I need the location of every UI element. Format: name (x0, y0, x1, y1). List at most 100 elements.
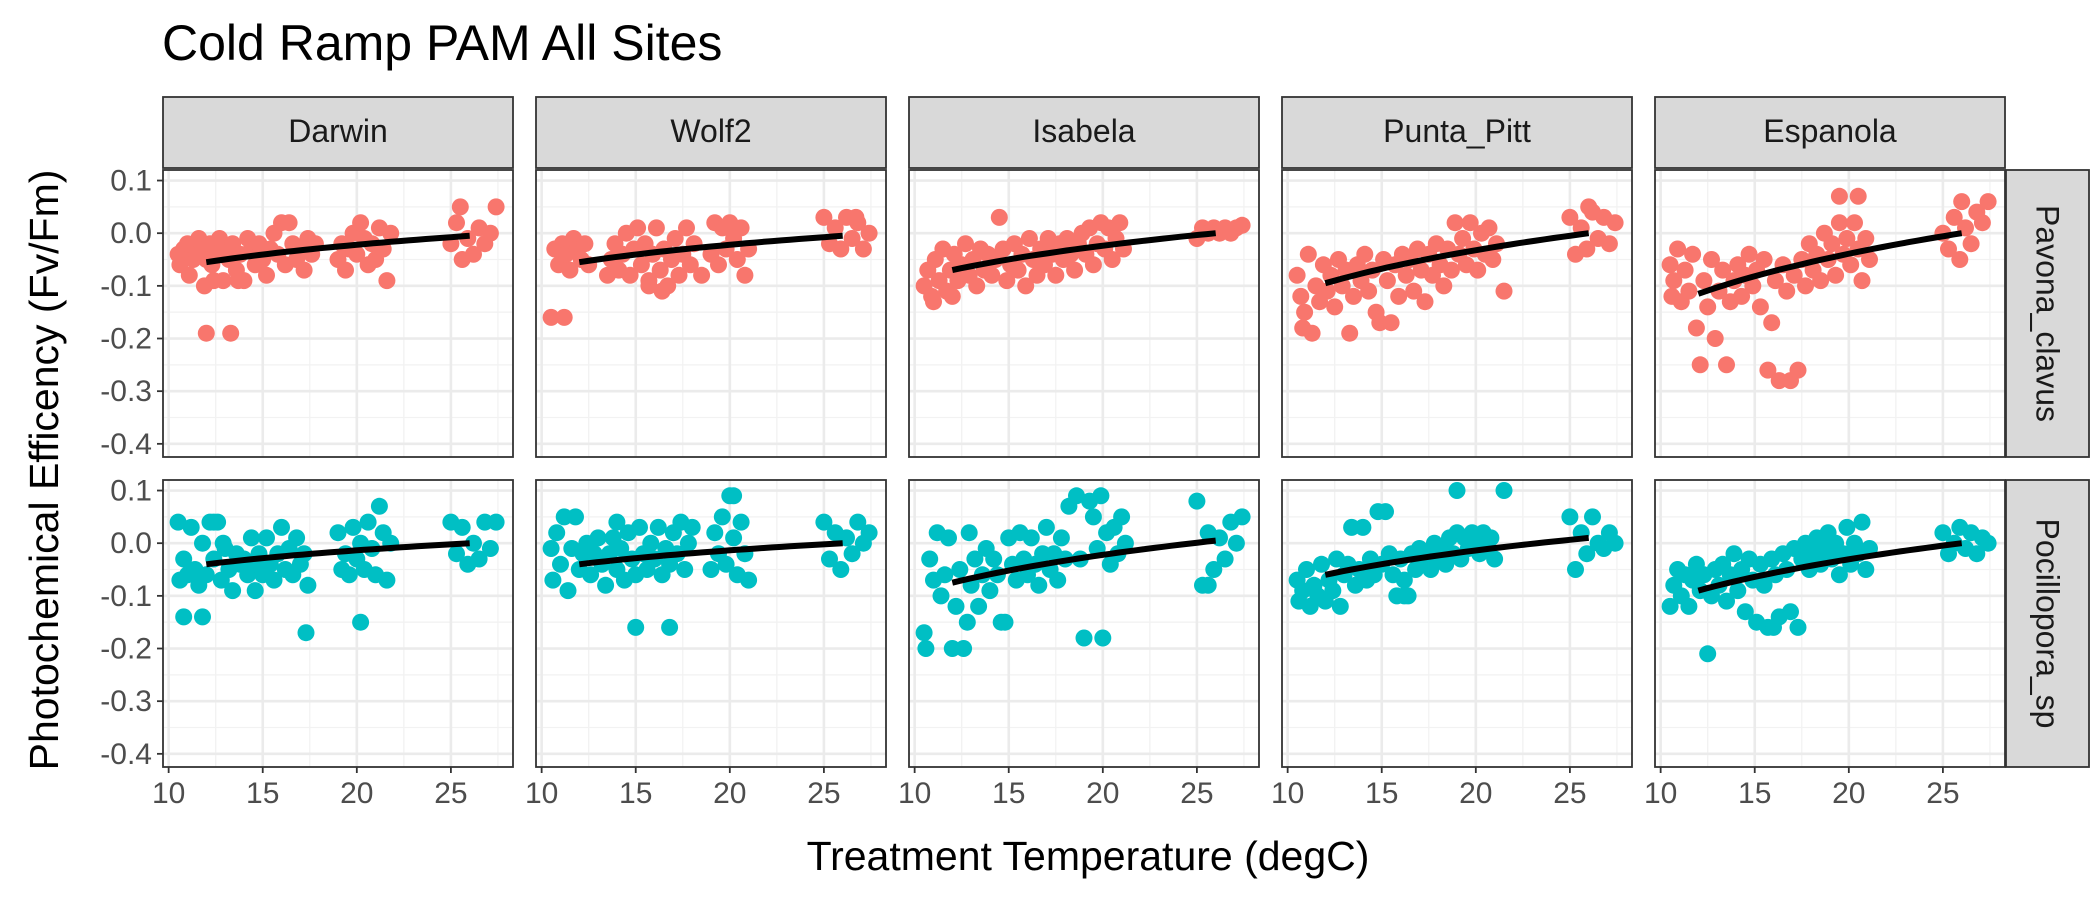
data-point (1435, 277, 1453, 295)
data-point (448, 214, 465, 232)
data-point (1830, 187, 1848, 205)
data-point (370, 497, 388, 515)
panel-espanola-pavona_clavus (1654, 169, 2006, 458)
data-point (1294, 319, 1312, 337)
data-point (487, 513, 505, 531)
data-point (960, 524, 978, 542)
panel-isabela-pocillopora_sp (908, 479, 1260, 768)
data-point (725, 529, 743, 547)
facet-strip-label: Pocillopora_sp (2030, 519, 2066, 729)
panel-punta_pitt-pocillopora_sp (1281, 479, 1633, 768)
data-point (589, 529, 607, 547)
data-point (1561, 208, 1579, 226)
trend-line (578, 540, 843, 568)
x-tick-label: 10 (898, 777, 931, 810)
data-point (627, 618, 645, 636)
data-point (1797, 277, 1814, 295)
data-point (1390, 287, 1408, 305)
panel-border (1654, 479, 2006, 768)
data-point (555, 308, 573, 326)
data-point (955, 640, 973, 657)
facet-strip-label: Punta_Pitt (1383, 113, 1531, 149)
data-point (1416, 293, 1434, 311)
data-point (1227, 534, 1245, 552)
data-point (957, 235, 974, 253)
data-point (921, 550, 939, 568)
data-point (1846, 214, 1863, 232)
data-point (936, 566, 954, 584)
data-point (1812, 272, 1830, 290)
y-tick-label: -0.1 (100, 270, 152, 303)
data-point (1037, 518, 1055, 536)
data-point (1951, 251, 1969, 268)
data-point (1017, 277, 1035, 295)
data-point (728, 251, 746, 268)
data-point (1233, 216, 1251, 234)
data-point (1695, 272, 1713, 290)
data-point (631, 518, 648, 536)
data-point (348, 245, 366, 263)
data-point (1360, 282, 1378, 300)
data-point (1663, 287, 1681, 305)
data-point (337, 261, 354, 279)
data-point (996, 613, 1014, 631)
data-point (378, 272, 396, 290)
data-point (1296, 303, 1314, 321)
data-point (1052, 529, 1070, 547)
data-point (542, 308, 560, 326)
y-tick-label: -0.4 (100, 738, 152, 771)
data-point (1469, 261, 1487, 279)
data-point (352, 214, 370, 232)
data-point (968, 277, 986, 295)
data-point (860, 524, 878, 542)
y-tick-label: -0.3 (100, 375, 152, 408)
y-tick-label: -0.1 (100, 580, 152, 613)
data-point (222, 324, 240, 342)
y-tick-label: 0.0 (110, 217, 152, 250)
y-tick-label: 0.0 (110, 527, 152, 560)
data-point (1313, 555, 1330, 573)
data-point (1823, 235, 1841, 253)
x-tick-label: 15 (1738, 777, 1771, 810)
trend-line (205, 540, 470, 568)
data-point (1084, 508, 1102, 526)
data-point (265, 571, 283, 589)
data-point (175, 550, 193, 568)
y-tick-label: -0.2 (100, 633, 152, 666)
data-point (947, 597, 965, 615)
data-point (1789, 618, 1807, 636)
data-point (1661, 256, 1679, 274)
panel-wolf2-pocillopora_sp (535, 479, 887, 768)
data-point (224, 582, 242, 600)
panel-border (162, 479, 514, 768)
panel-border (535, 169, 887, 458)
data-point (612, 540, 630, 557)
data-point (683, 518, 701, 536)
x-tick-label: 15 (619, 777, 652, 810)
data-point (1606, 534, 1624, 552)
data-point (843, 545, 861, 563)
data-point (1020, 230, 1038, 247)
data-point (1484, 251, 1502, 268)
data-point (1953, 193, 1971, 211)
data-point (679, 534, 697, 552)
data-point (1378, 272, 1396, 290)
data-point (693, 266, 711, 284)
x-tick-label: 10 (1644, 777, 1677, 810)
data-point (1691, 356, 1709, 374)
data-point (1480, 219, 1498, 237)
facet-panels: Darwin 0.1 0.0 -0.1 -0.2 -0.3 -0.4 0.1 0.0 -0.1 -0… (100, 96, 2090, 810)
data-point (1676, 261, 1694, 279)
data-point (1009, 261, 1027, 279)
data-point (481, 224, 499, 242)
data-point (990, 208, 1008, 226)
data-point (548, 524, 566, 542)
data-point (1853, 272, 1871, 290)
panel-border (162, 169, 514, 458)
panel-background (909, 170, 1259, 457)
data-point (1578, 545, 1596, 563)
data-point (1030, 576, 1048, 594)
data-point (1495, 482, 1513, 499)
facet-strip-darwin (162, 96, 514, 169)
data-point (932, 587, 950, 605)
